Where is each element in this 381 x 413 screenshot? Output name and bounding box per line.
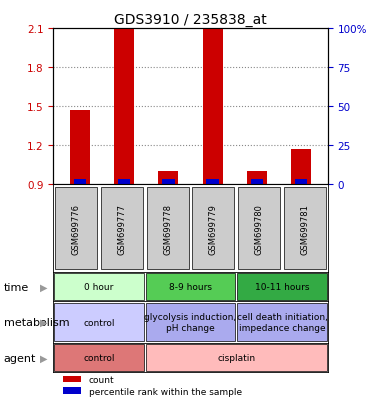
FancyBboxPatch shape	[54, 304, 144, 342]
Text: GSM699780: GSM699780	[255, 203, 264, 254]
FancyBboxPatch shape	[237, 274, 327, 301]
Bar	[203, 29, 223, 185]
Text: GSM699779: GSM699779	[209, 203, 218, 254]
Bar	[74, 180, 86, 185]
FancyBboxPatch shape	[146, 304, 235, 342]
Bar	[291, 150, 311, 185]
Legend: count, percentile rank within the sample: count, percentile rank within the sample	[63, 375, 242, 396]
Text: control: control	[83, 318, 115, 327]
Text: agent: agent	[4, 353, 36, 363]
FancyBboxPatch shape	[55, 188, 97, 270]
Text: GSM699781: GSM699781	[300, 203, 309, 254]
Text: ▶: ▶	[40, 353, 48, 363]
Text: metabolism: metabolism	[4, 318, 69, 328]
FancyBboxPatch shape	[54, 344, 144, 371]
FancyBboxPatch shape	[54, 274, 144, 301]
FancyBboxPatch shape	[147, 188, 189, 270]
FancyBboxPatch shape	[238, 188, 280, 270]
FancyBboxPatch shape	[284, 188, 326, 270]
Title: GDS3910 / 235838_at: GDS3910 / 235838_at	[114, 12, 267, 26]
Text: 8-9 hours: 8-9 hours	[169, 282, 212, 292]
Text: glycolysis induction,
pH change: glycolysis induction, pH change	[144, 313, 237, 332]
Bar	[247, 172, 267, 185]
Text: GSM699778: GSM699778	[163, 203, 172, 254]
FancyBboxPatch shape	[101, 188, 143, 270]
Bar	[207, 180, 219, 185]
FancyBboxPatch shape	[146, 344, 327, 371]
Bar	[70, 111, 90, 185]
Bar	[295, 180, 307, 185]
Bar	[162, 180, 174, 185]
Text: ▶: ▶	[40, 282, 48, 292]
Text: control: control	[83, 353, 115, 362]
Bar	[251, 180, 263, 185]
Text: GSM699776: GSM699776	[72, 203, 81, 254]
Text: 0 hour: 0 hour	[84, 282, 114, 292]
Text: GSM699777: GSM699777	[117, 203, 126, 254]
Text: cisplatin: cisplatin	[217, 353, 255, 362]
Bar	[158, 172, 178, 185]
Text: 10-11 hours: 10-11 hours	[255, 282, 309, 292]
Text: cell death initiation,
impedance change: cell death initiation, impedance change	[237, 313, 327, 332]
Text: ▶: ▶	[40, 318, 48, 328]
FancyBboxPatch shape	[146, 274, 235, 301]
Bar	[114, 29, 134, 185]
FancyBboxPatch shape	[192, 188, 234, 270]
Text: time: time	[4, 282, 29, 292]
FancyBboxPatch shape	[237, 304, 327, 342]
Bar	[118, 180, 130, 185]
